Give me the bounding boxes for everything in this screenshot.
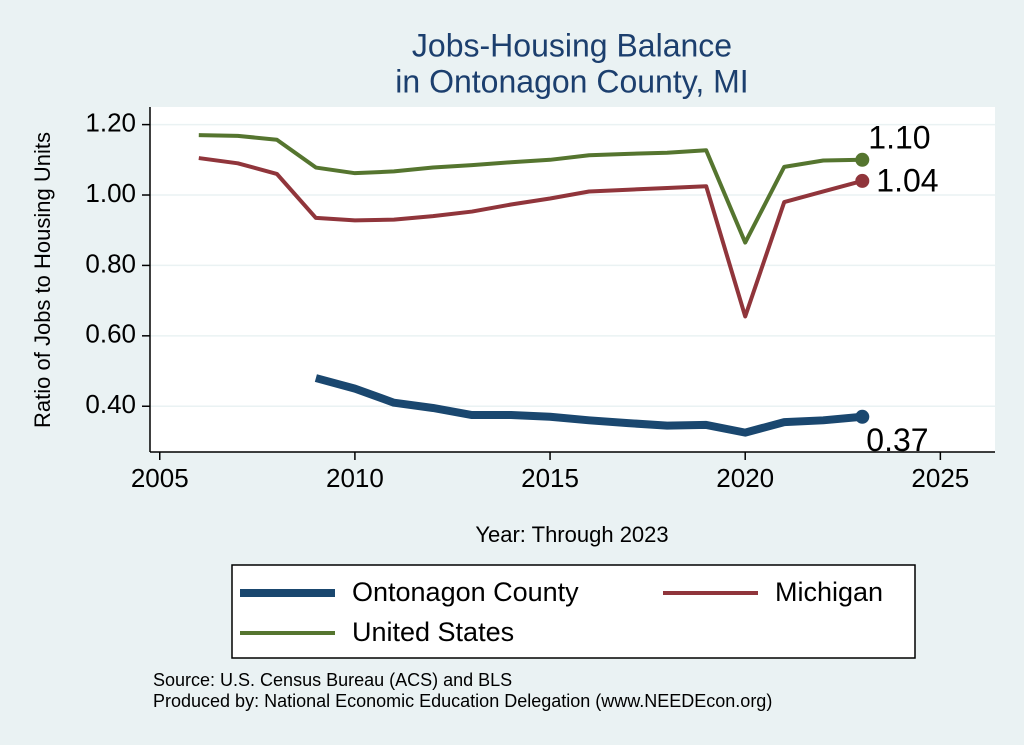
source-note: Produced by: National Economic Education… [153,691,772,711]
x-tick-label: 2010 [326,463,384,493]
x-tick-label: 2005 [131,463,189,493]
data-label: 1.10 [868,119,930,155]
x-tick-label: 2015 [521,463,579,493]
legend-label: Michigan [775,577,883,607]
source-note: Source: U.S. Census Bureau (ACS) and BLS [153,670,512,690]
y-tick-label: 0.80 [85,248,136,278]
series-line [198,156,863,319]
x-axis-label: Year: Through 2023 [475,522,668,547]
y-tick-label: 1.00 [85,178,136,208]
x-tick-label: 2020 [716,463,774,493]
data-label: 0.37 [866,422,928,458]
y-tick-label: 0.40 [85,389,136,419]
end-point [855,409,870,424]
y-tick-label: 1.20 [85,107,136,137]
end-point [855,173,870,188]
data-label: 1.04 [876,162,938,198]
y-tick-label: 0.60 [85,319,136,349]
legend-label: United States [352,617,514,647]
legend-label: Ontonagon County [352,577,579,607]
series-line [198,133,863,245]
end-point [855,152,870,167]
x-tick-label: 2025 [911,463,969,493]
plot-area [150,107,995,452]
series-line [314,374,863,437]
y-axis-label: Ratio of Jobs to Housing Units [30,132,55,428]
chart-title: Jobs-Housing Balance [412,27,732,63]
chart-title: in Ontonagon County, MI [395,63,748,99]
legend-box [231,564,916,659]
